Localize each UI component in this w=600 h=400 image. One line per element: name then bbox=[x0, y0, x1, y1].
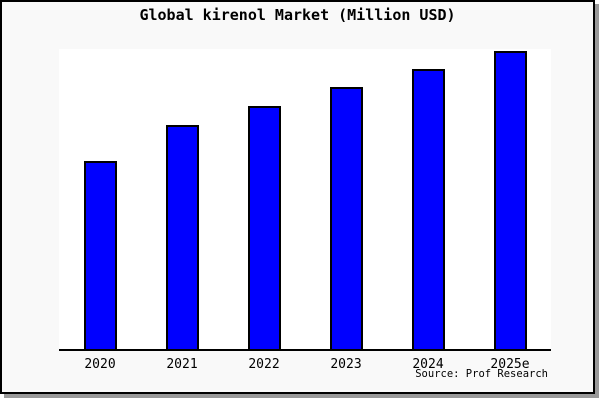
bar-2022 bbox=[247, 105, 281, 349]
bars-container bbox=[59, 49, 551, 349]
chart-title: Global kirenol Market (Million USD) bbox=[139, 6, 456, 24]
x-tick-label-2023: 2023 bbox=[330, 357, 362, 372]
bar-slot-2020 bbox=[59, 49, 141, 349]
x-tick-label-2025e: 2025e bbox=[490, 357, 530, 372]
x-axis-labels: 2020 2021 2022 2023 2024 2025e bbox=[59, 357, 551, 372]
bar-slot-2024 bbox=[387, 49, 469, 349]
bar-slot-2022 bbox=[223, 49, 305, 349]
x-tick-label-2024: 2024 bbox=[412, 357, 444, 372]
bar-2023 bbox=[329, 86, 363, 349]
x-tick-label-2020: 2020 bbox=[84, 357, 116, 372]
bar-2020 bbox=[83, 161, 117, 349]
bar-slot-2025e bbox=[469, 49, 551, 349]
plot-area bbox=[59, 49, 551, 351]
bar-2025e bbox=[493, 51, 527, 349]
bar-slot-2023 bbox=[305, 49, 387, 349]
bar-2024 bbox=[411, 68, 445, 349]
x-tick-label-2022: 2022 bbox=[248, 357, 280, 372]
bar-slot-2021 bbox=[141, 49, 223, 349]
source-credit: Source: Prof Research bbox=[415, 368, 548, 380]
bar-2021 bbox=[165, 124, 199, 349]
x-tick-label-2021: 2021 bbox=[166, 357, 198, 372]
